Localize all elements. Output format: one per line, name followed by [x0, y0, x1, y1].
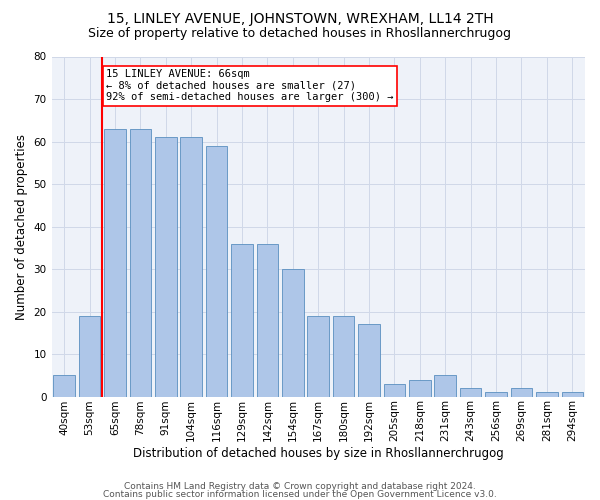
Bar [206, 146, 227, 397]
Bar [333, 316, 355, 396]
Bar [383, 384, 405, 396]
Bar [434, 376, 456, 396]
Bar [104, 129, 126, 396]
Bar [282, 269, 304, 396]
Bar [485, 392, 507, 396]
Bar [562, 392, 583, 396]
Text: 15, LINLEY AVENUE, JOHNSTOWN, WREXHAM, LL14 2TH: 15, LINLEY AVENUE, JOHNSTOWN, WREXHAM, L… [107, 12, 493, 26]
Bar [79, 316, 100, 396]
Y-axis label: Number of detached properties: Number of detached properties [15, 134, 28, 320]
Bar [257, 244, 278, 396]
Text: Contains public sector information licensed under the Open Government Licence v3: Contains public sector information licen… [103, 490, 497, 499]
Text: 15 LINLEY AVENUE: 66sqm
← 8% of detached houses are smaller (27)
92% of semi-det: 15 LINLEY AVENUE: 66sqm ← 8% of detached… [106, 70, 394, 102]
Bar [53, 376, 75, 396]
Bar [231, 244, 253, 396]
Bar [358, 324, 380, 396]
Text: Size of property relative to detached houses in Rhosllannerchrugog: Size of property relative to detached ho… [89, 28, 511, 40]
Bar [155, 138, 176, 396]
Bar [181, 138, 202, 396]
Text: Contains HM Land Registry data © Crown copyright and database right 2024.: Contains HM Land Registry data © Crown c… [124, 482, 476, 491]
Bar [130, 129, 151, 396]
X-axis label: Distribution of detached houses by size in Rhosllannerchrugog: Distribution of detached houses by size … [133, 447, 503, 460]
Bar [460, 388, 481, 396]
Bar [511, 388, 532, 396]
Bar [307, 316, 329, 396]
Bar [409, 380, 431, 396]
Bar [536, 392, 557, 396]
